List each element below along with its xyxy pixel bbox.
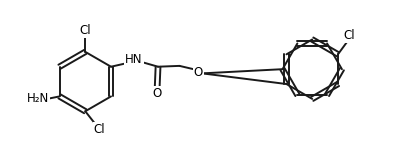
Text: Cl: Cl bbox=[93, 123, 105, 135]
Text: H₂N: H₂N bbox=[26, 92, 49, 105]
Text: Cl: Cl bbox=[343, 29, 354, 42]
Text: Cl: Cl bbox=[79, 24, 91, 37]
Text: O: O bbox=[152, 87, 161, 100]
Text: HN: HN bbox=[125, 53, 142, 66]
Text: O: O bbox=[193, 66, 203, 79]
